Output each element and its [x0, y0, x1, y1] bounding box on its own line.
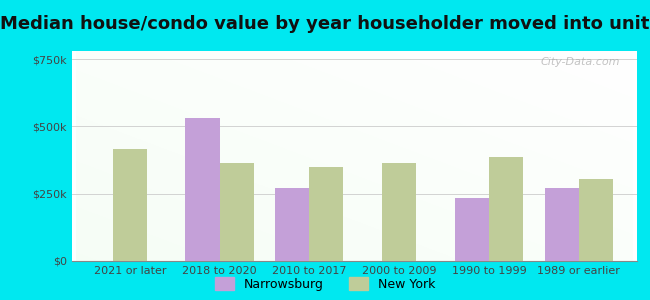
Bar [275, 188, 309, 261]
Text: Median house/condo value by year householder moved into unit: Median house/condo value by year househo… [0, 15, 650, 33]
Text: City-Data.com: City-Data.com [541, 57, 620, 67]
Bar [545, 188, 578, 261]
Bar [578, 179, 613, 261]
Bar [382, 163, 416, 261]
Bar [455, 198, 489, 261]
Bar [489, 157, 523, 261]
Bar [309, 167, 343, 261]
Bar [185, 118, 220, 261]
Bar [113, 149, 147, 261]
Legend: Narrowsburg, New York: Narrowsburg, New York [215, 277, 435, 291]
Bar [220, 163, 254, 261]
